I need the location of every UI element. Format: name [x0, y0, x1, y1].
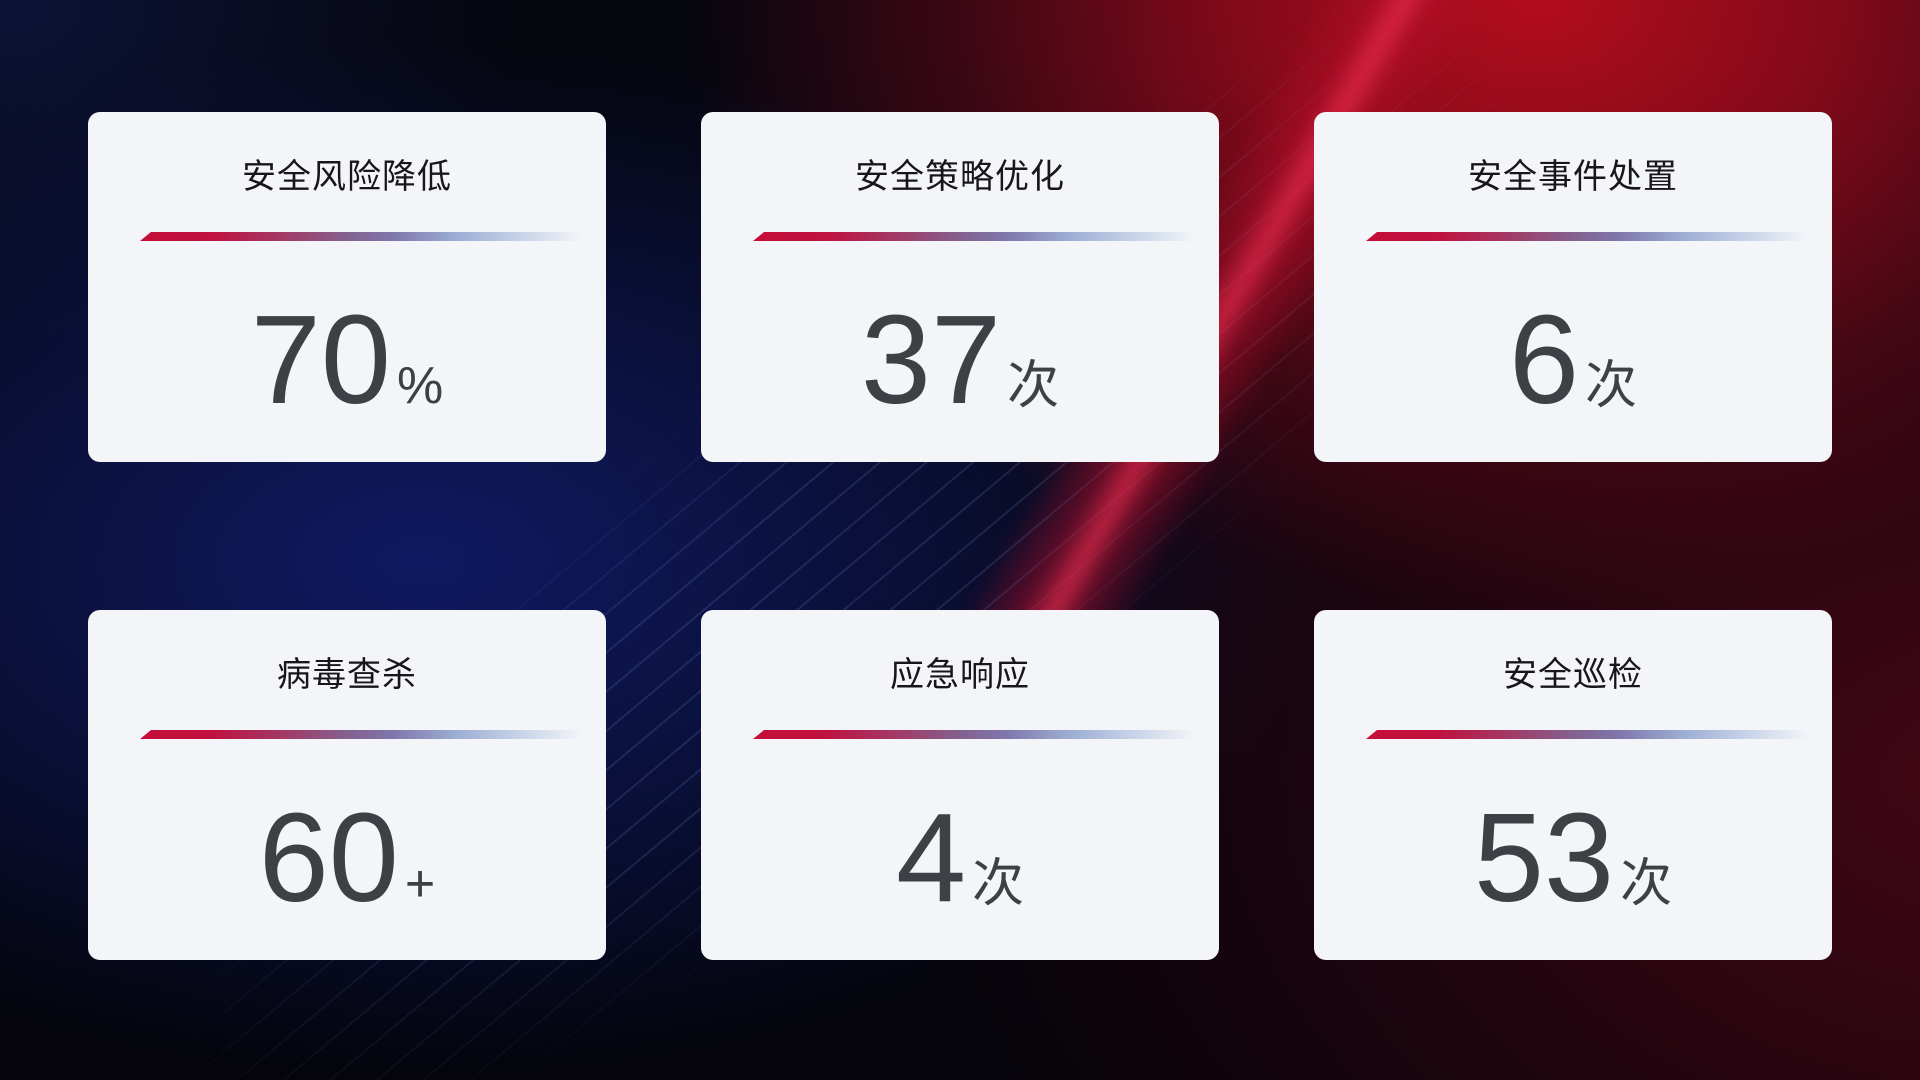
card-value-row: 6 次	[1509, 297, 1637, 423]
card-title: 安全策略优化	[855, 158, 1065, 196]
card-title: 病毒查杀	[277, 656, 417, 694]
card-title: 安全巡检	[1503, 656, 1643, 694]
card-title: 应急响应	[890, 656, 1030, 694]
card-value-row: 37 次	[861, 297, 1059, 423]
card-value: 6	[1508, 289, 1580, 430]
card-value-row: 70 %	[251, 297, 443, 423]
card-value: 70	[250, 289, 391, 430]
divider-gradient-line	[140, 232, 591, 241]
card-unit: 次	[1620, 855, 1673, 913]
divider-gradient-line	[753, 232, 1204, 241]
stat-card-security-incident-handling: 安全事件处置 6 次	[1314, 112, 1832, 462]
card-value: 60	[258, 787, 399, 928]
card-unit: 次	[972, 855, 1025, 913]
stat-card-grid: 安全风险降低 70 % 安全策略优化 37 次 安全事件处置 6 次 病毒查	[88, 112, 1832, 960]
divider-gradient-line	[1366, 730, 1817, 739]
card-value: 37	[860, 289, 1002, 430]
card-value-row: 60 +	[259, 795, 436, 921]
card-value-row: 4 次	[896, 795, 1024, 921]
card-unit: +	[404, 855, 436, 913]
stat-card-virus-scan: 病毒查杀 60 +	[88, 610, 606, 960]
card-value-row: 53 次	[1474, 795, 1672, 921]
stat-card-emergency-response: 应急响应 4 次	[701, 610, 1219, 960]
divider-gradient-line	[140, 730, 591, 739]
stat-card-security-policy-optimization: 安全策略优化 37 次	[701, 112, 1219, 462]
divider-gradient-line	[1366, 232, 1817, 241]
card-title: 安全风险降低	[242, 158, 452, 196]
card-title: 安全事件处置	[1468, 158, 1678, 196]
card-value: 4	[895, 787, 967, 928]
stat-card-security-inspection: 安全巡检 53 次	[1314, 610, 1832, 960]
card-value: 53	[1473, 787, 1615, 928]
card-unit: %	[396, 357, 444, 415]
divider-gradient-line	[753, 730, 1204, 739]
card-unit: 次	[1007, 357, 1060, 415]
card-unit: 次	[1585, 357, 1638, 415]
stat-card-security-risk-reduction: 安全风险降低 70 %	[88, 112, 606, 462]
